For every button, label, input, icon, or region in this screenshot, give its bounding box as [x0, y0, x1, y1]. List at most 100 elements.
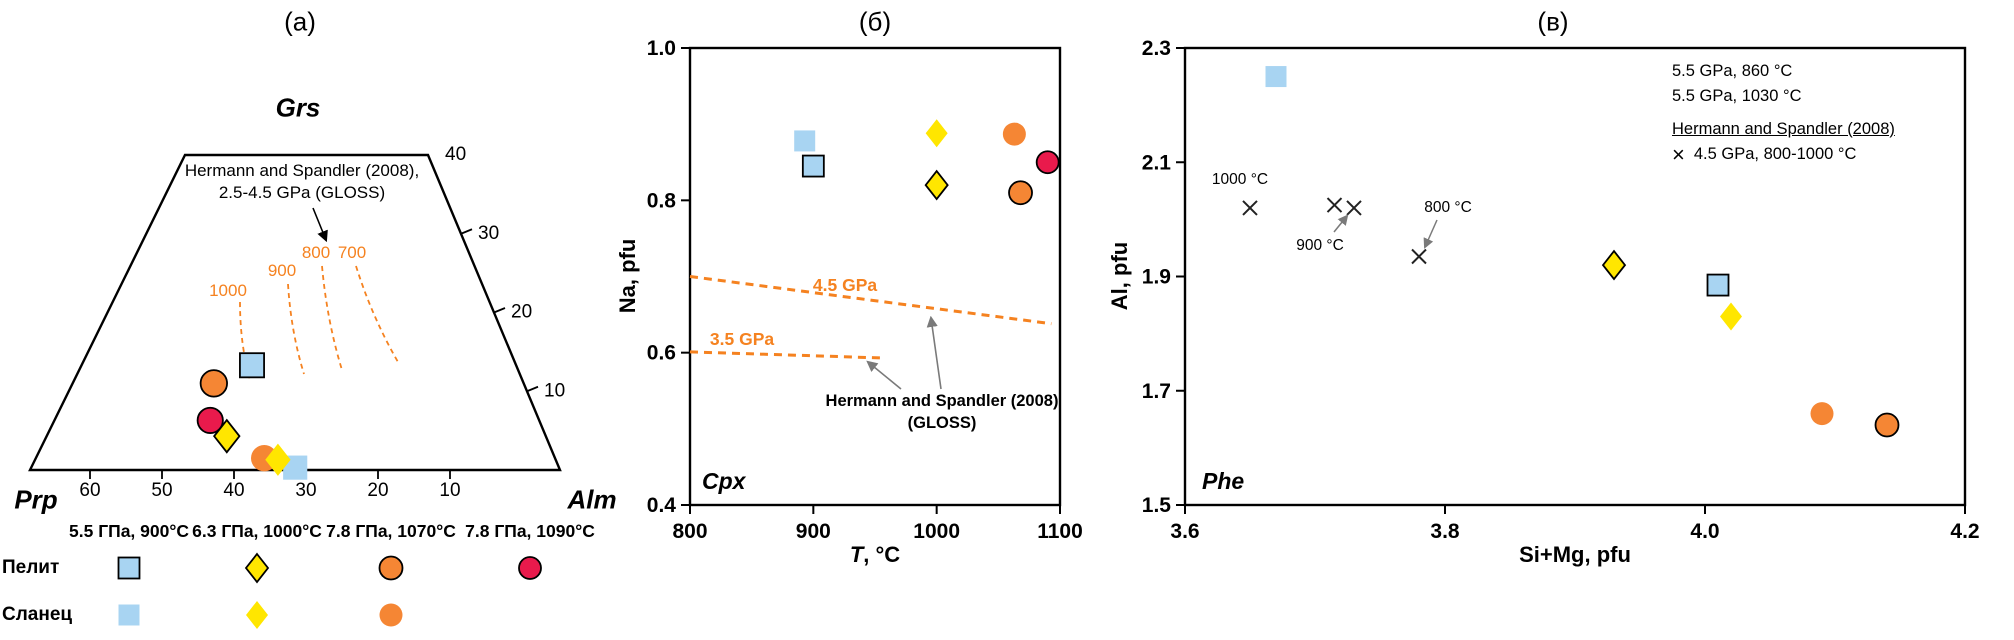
grs-axis-tick: [493, 307, 506, 314]
legend-condition-2: 5.5 GPa, 1030 °C: [1672, 87, 1802, 105]
ternary-apex-alm: Alm: [567, 484, 617, 515]
data-point-diamond: [213, 418, 241, 454]
legend-marker-diamond-yellow: [192, 598, 322, 632]
data-point-circle: [1008, 180, 1033, 206]
data-point-circle: [378, 555, 404, 581]
data-point-cross: [1346, 200, 1362, 216]
x-axis-tick-label: 3.6: [1170, 520, 1199, 543]
data-point-cross: [1326, 197, 1343, 213]
x-axis-tick-label: 900: [796, 520, 831, 543]
panel-b-xlabel: T, °C: [850, 542, 900, 568]
ternary-apex-prp: Prp: [14, 484, 58, 515]
data-point-circle: [1002, 122, 1026, 146]
panel-a-ternary: 60 50 40 30 20 10 40 30 20 10 1000 900 800 700: [28, 144, 565, 501]
legend-marker-diamond-yellow: [192, 551, 322, 585]
isotherm-label: 700: [338, 243, 366, 262]
y-axis-tick-label: 1.5: [1142, 494, 1172, 517]
legend-marker-swatch: [117, 556, 141, 580]
data-point-circle-red: [518, 556, 542, 580]
bottom-axis-tick-label: 20: [367, 480, 388, 501]
legend-marker-square-blue: [66, 551, 192, 585]
gloss-line-label: 3.5 GPa: [710, 329, 774, 349]
legend-marker-swatch: [379, 603, 403, 627]
legend-reference-title: Hermann and Spandler (2008): [1672, 120, 1895, 138]
data-point-square: [118, 604, 140, 626]
legend-marker-swatch: [118, 604, 140, 626]
x-axis-tick-label: 1000: [913, 520, 960, 543]
y-axis-tick-label: 2.1: [1142, 151, 1172, 174]
isotherm-line: [321, 265, 343, 371]
legend-reference-entry-text: 4.5 GPa, 800-1000 °C: [1693, 145, 1857, 163]
cross-label-arrow: [1333, 214, 1349, 233]
gloss-reference-line: [689, 275, 1052, 326]
data-point-circle: [379, 603, 403, 627]
data-point-square: [794, 130, 816, 152]
legend-marker-circle-orange: [322, 598, 460, 632]
data-point-diamond: [1601, 249, 1627, 281]
x-axis-tick-label: 4.0: [1690, 520, 1719, 543]
legend-marker-swatch: [244, 552, 270, 584]
grs-axis-tick-label: 30: [478, 223, 499, 244]
annotation-line-2: 2.5-4.5 GPa (GLOSS): [218, 183, 386, 202]
data-point-cross: [1242, 200, 1258, 216]
data-point-diamond: [1720, 302, 1742, 331]
panel-c-xlabel: Si+Mg, pfu: [1519, 542, 1631, 567]
panel-c-legend: 5.5 GPa, 860 °C 5.5 GPa, 1030 °C Hermann…: [1672, 62, 1895, 167]
cross-label-900: 900 °C: [1296, 237, 1344, 254]
xlabel-unit: , °C: [863, 542, 901, 567]
y-axis-tick-label: 0.6: [647, 342, 676, 365]
legend-marker-circle-orange: [322, 551, 460, 585]
bottom-axis-tick-label: 60: [79, 480, 100, 501]
cross-label-arrow: [1423, 219, 1438, 249]
panel-b-phase-label: Cpx: [702, 468, 746, 494]
data-point-square: [1706, 273, 1730, 297]
ternary-apex-grs: Grs: [275, 92, 321, 123]
y-axis-tick-label: 0.4: [647, 494, 677, 517]
data-point-diamond: [924, 169, 949, 201]
data-point-circle-red: [1035, 150, 1060, 175]
gloss-line-label: 4.5 GPa: [813, 275, 877, 295]
data-point-diamond: [265, 443, 291, 476]
y-axis-tick-label: 2.3: [1142, 37, 1171, 60]
data-point-cross: [1411, 248, 1427, 265]
y-axis-tick-label: 1.7: [1142, 380, 1171, 403]
y-axis-tick-label: 1.0: [647, 37, 676, 60]
x-axis-tick-label: 4.2: [1950, 520, 1979, 543]
grs-axis-tick-label: 40: [445, 144, 466, 165]
grs-axis-tick-label: 10: [544, 380, 565, 401]
legend-marker-square-blue: [66, 598, 192, 632]
legend-condition-header: 7.8 ГПа, 1090°C: [465, 520, 595, 541]
legend-marker-swatch: [378, 555, 404, 581]
annotation-line-1: Hermann and Spandler (2008),: [184, 161, 420, 180]
legend-row-label: Сланец: [2, 604, 73, 625]
cross-label-800: 800 °C: [1424, 199, 1472, 216]
isotherm-line: [239, 301, 251, 381]
cross-marker-icon: ×: [1672, 141, 1685, 167]
y-axis-tick-label: 0.8: [647, 189, 677, 212]
bottom-axis-tick-label: 30: [295, 480, 316, 501]
ternary-outline: [28, 153, 562, 472]
data-point-square: [239, 352, 265, 379]
data-point-circle-red: [196, 406, 224, 434]
legend-marker-circle-red: [460, 551, 600, 585]
legend-row: Пелит: [2, 544, 600, 592]
panel-c-ylabel: Al, pfu: [1107, 241, 1132, 311]
y-axis-tick-label: 1.9: [1142, 266, 1171, 289]
panel-b-title: (б): [858, 6, 892, 37]
legend-row: Сланец: [2, 592, 600, 638]
data-point-square: [1265, 66, 1287, 88]
isotherm-label: 800: [302, 243, 330, 262]
bottom-axis-tick-label: 40: [223, 480, 244, 501]
gloss-reference-line: [689, 350, 884, 360]
grs-axis-tick-label: 20: [511, 302, 532, 323]
annotation-line-2: (GLOSS): [907, 414, 977, 432]
data-point-circle: [1810, 402, 1834, 426]
panel-c-title: (в): [1537, 6, 1569, 37]
panel-b-plot: 800 900 1000 1100 0.4 0.6 0.8 1.0 4.5 GPa 3.5 GPa: [647, 37, 1083, 543]
annotation-line-1: Hermann and Spandler (2008): [825, 392, 1059, 410]
panel-a-title: (а): [284, 6, 316, 37]
x-axis-tick-label: 3.8: [1430, 520, 1460, 543]
legend-reference-entry: × 4.5 GPa, 800-1000 °C: [1672, 141, 1895, 167]
legend-condition-header: 6.3 ГПа, 1000°C: [192, 520, 322, 541]
